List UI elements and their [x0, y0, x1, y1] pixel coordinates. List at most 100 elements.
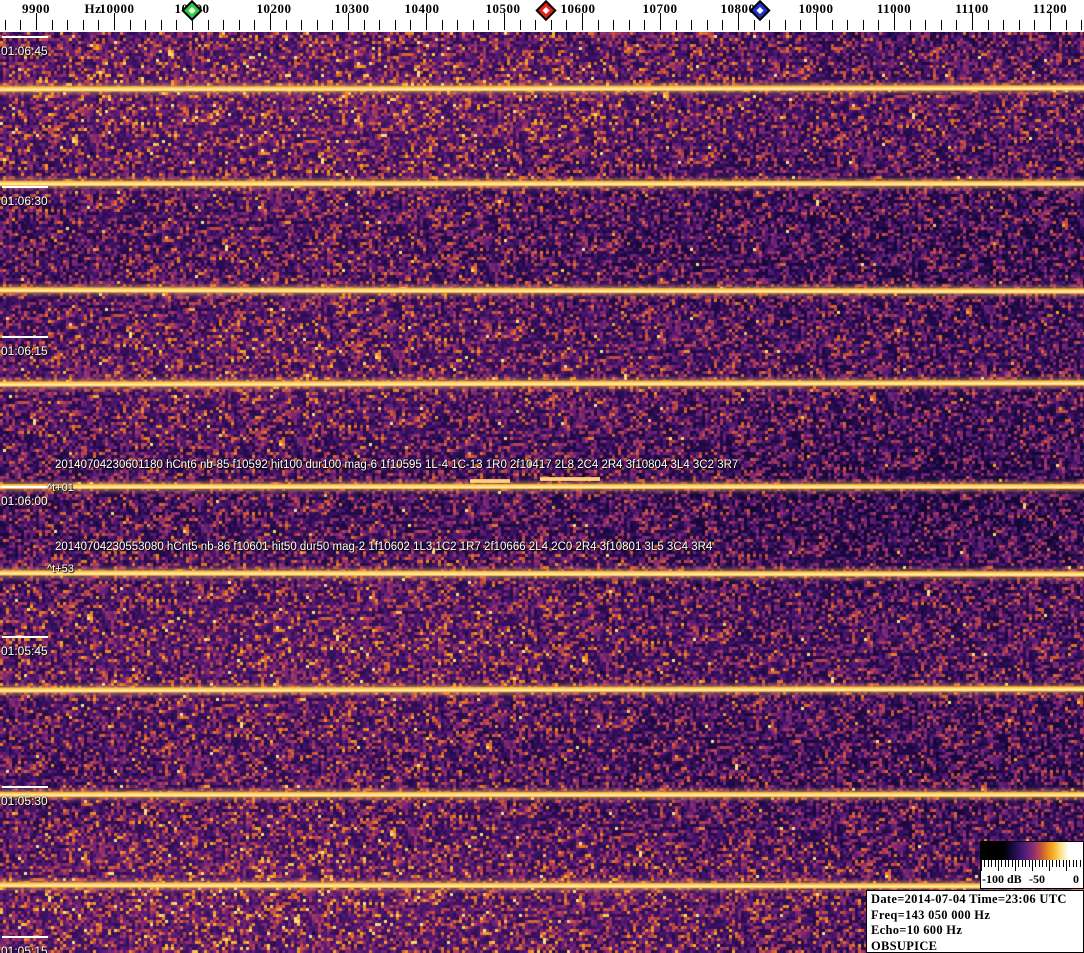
time-tick [2, 936, 48, 938]
meteor-echo-line [0, 881, 1084, 890]
meteor-echo-line [0, 483, 1084, 490]
time-label: 01:05:45 [1, 644, 48, 658]
frequency-minor-tick [364, 20, 365, 30]
time-tick [2, 786, 48, 788]
color-scale-tick [981, 860, 982, 871]
frequency-major-tick [504, 13, 505, 30]
frequency-minor-tick [457, 20, 458, 30]
frequency-minor-tick [130, 20, 131, 30]
frequency-major-tick [114, 13, 115, 30]
frequency-minor-tick [1066, 20, 1067, 30]
frequency-major-tick [192, 13, 193, 30]
meteor-record-1: 20140704230601180 hCnt6 nb-85 f10592 hit… [55, 459, 739, 471]
frequency-minor-tick [769, 20, 770, 30]
time-label: 01:06:00 [1, 494, 48, 508]
observation-info-panel: Date=2014-07-04 Time=23:06 UTC Freq=143 … [866, 890, 1084, 953]
frequency-minor-tick [566, 20, 567, 30]
color-scale-tick [988, 860, 989, 867]
frequency-minor-tick [332, 20, 333, 30]
frequency-minor-tick [863, 20, 864, 30]
frequency-minor-tick [535, 20, 536, 30]
color-scale-tick [1035, 860, 1036, 867]
color-scale-tick [1069, 860, 1070, 867]
frequency-minor-tick [379, 20, 380, 30]
frequency-minor-tick [254, 20, 255, 30]
frequency-major-tick [36, 13, 37, 30]
frequency-unit-label: Hz [84, 1, 102, 16]
frequency-minor-tick [722, 20, 723, 30]
frequency-minor-tick [785, 20, 786, 30]
frequency-minor-tick [925, 20, 926, 30]
frequency-minor-tick [754, 20, 755, 30]
color-scale-tick [1018, 860, 1019, 867]
frequency-label-10800: 10800 [720, 1, 756, 16]
frequency-minor-tick [910, 20, 911, 30]
frequency-label-11100: 11100 [955, 1, 989, 16]
meteor-record-1-time-offset: ^t+01 [47, 482, 74, 494]
color-scale-tick [1032, 860, 1033, 871]
color-scale-tick [1008, 860, 1009, 867]
frequency-label-11000: 11000 [876, 1, 912, 16]
time-label: 01:06:30 [1, 194, 48, 208]
info-station-line: OBSUPICE [871, 938, 938, 953]
color-scale-gradient [981, 842, 1083, 860]
color-scale-tick [1012, 860, 1013, 867]
color-scale-tick [1059, 860, 1060, 867]
marker-red-icon[interactable] [535, 0, 557, 22]
frequency-label-10000: 10000 [99, 1, 135, 16]
frequency-minor-tick [161, 20, 162, 30]
frequency-major-tick [582, 13, 583, 30]
frequency-label-10500: 10500 [485, 1, 521, 16]
frequency-minor-tick [847, 20, 848, 30]
color-scale-tick [1022, 860, 1023, 867]
time-label: 01:05:15 [1, 944, 48, 953]
meteor-echo-line [0, 379, 1084, 388]
color-scale-tick [1063, 860, 1064, 867]
frequency-label-10900: 10900 [798, 1, 834, 16]
color-scale-tick [1056, 860, 1057, 867]
frequency-minor-tick [644, 20, 645, 30]
time-tick [2, 636, 48, 638]
color-scale-tick [995, 860, 996, 867]
meteor-echo-line [0, 569, 1084, 578]
frequency-axis-ruler[interactable]: 9900100001010010200103001040010500106001… [0, 0, 1084, 32]
color-scale-tick [1076, 860, 1077, 867]
frequency-minor-tick [239, 20, 240, 30]
frequency-minor-tick [20, 20, 21, 30]
color-scale-label-mid: -50 [1029, 872, 1045, 886]
meteor-echo-segment [540, 477, 600, 481]
color-scale-tick [998, 860, 999, 871]
frequency-minor-tick [223, 20, 224, 30]
frequency-minor-tick [442, 20, 443, 30]
time-label: 01:05:30 [1, 794, 48, 808]
meteor-echo-line [0, 84, 1084, 93]
spectrogram-canvas[interactable]: 01:06:45 01:06:30 01:06:15 01:06:00 01:05:45… [0, 32, 1084, 953]
time-label: 01:06:15 [1, 344, 48, 358]
frequency-minor-tick [800, 20, 801, 30]
frequency-minor-tick [707, 20, 708, 30]
color-scale-tick [1005, 860, 1006, 867]
spectrogram-noise-floor [0, 32, 1084, 953]
color-scale-tick [1001, 860, 1002, 867]
frequency-minor-tick [473, 20, 474, 30]
frequency-label-10400: 10400 [404, 1, 440, 16]
frequency-major-tick [816, 13, 817, 30]
frequency-minor-tick [83, 20, 84, 30]
frequency-minor-tick [67, 20, 68, 30]
color-scale-labels: -100 dB -50 0 [981, 872, 1083, 888]
color-scale-tick [1049, 860, 1050, 871]
frequency-minor-tick [145, 20, 146, 30]
color-scale-tick [1039, 860, 1040, 867]
time-label: 01:06:45 [1, 44, 48, 58]
frequency-minor-tick [691, 20, 692, 30]
info-echo-line: Echo=10 600 Hz [871, 923, 963, 937]
color-scale-tick [1080, 860, 1081, 867]
marker-center-dot [542, 6, 550, 15]
frequency-minor-tick [551, 20, 552, 30]
meteor-echo-line [0, 286, 1084, 295]
info-frequency-line: Freq=143 050 000 Hz [871, 907, 991, 922]
frequency-minor-tick [176, 20, 177, 30]
color-scale-ticks [981, 860, 1084, 872]
frequency-major-tick [660, 13, 661, 30]
